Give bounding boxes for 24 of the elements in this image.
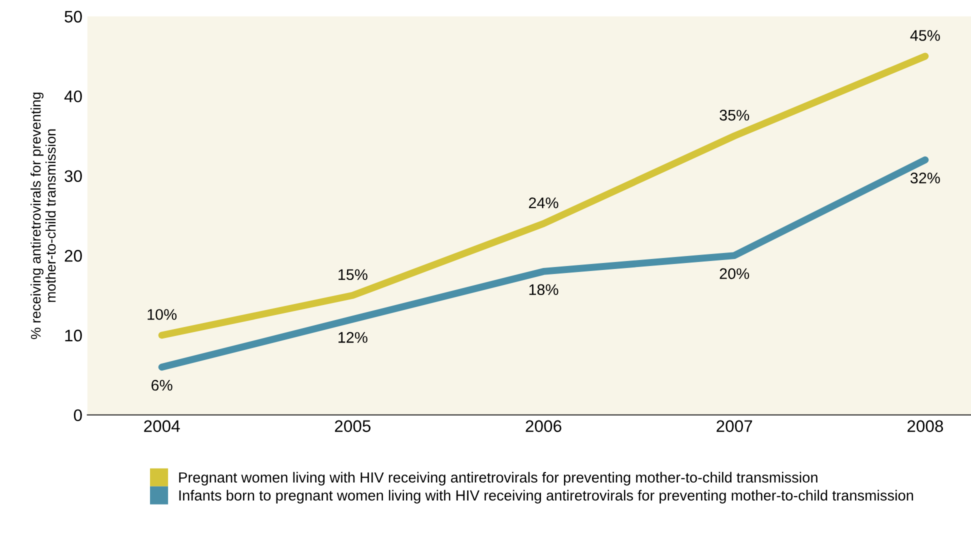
y-tick-label: 50 [64, 10, 82, 23]
y-tick-label: 0 [74, 409, 82, 422]
x-tick-label: 2007 [716, 420, 752, 432]
data-label: 18% [529, 284, 558, 296]
y-tick-label: 20 [64, 250, 82, 262]
legend-label: Pregnant women living with HIV receiving antiretrovirals for preventing mother-to-child transmission [179, 472, 818, 486]
legend-label: Infants born to pregnant women living with HIV receiving antiretrovirals for preventing mother-to-child transmission [179, 490, 914, 504]
data-label: 15% [338, 269, 368, 280]
x-tick-label: 2008 [908, 420, 944, 432]
data-label: 10% [148, 309, 177, 320]
x-tick-label: 2004 [144, 420, 180, 432]
data-label: 45% [910, 30, 940, 41]
data-label: 20% [720, 268, 750, 280]
data-label: 12% [338, 332, 368, 343]
data-label: 32% [910, 172, 940, 184]
data-label: 35% [720, 110, 750, 121]
y-tick-label: 30 [64, 170, 82, 182]
y-tick-label: 10 [65, 330, 82, 342]
data-label: 6% [152, 380, 172, 391]
y-tick-label: 40 [64, 90, 82, 102]
x-tick-label: 2006 [526, 420, 562, 432]
x-tick-label: 2005 [334, 420, 371, 432]
y-axis-title: % receiving antiretrovirals for preventing mother-to-child transmission [30, 92, 56, 340]
data-label: 24% [528, 197, 558, 208]
